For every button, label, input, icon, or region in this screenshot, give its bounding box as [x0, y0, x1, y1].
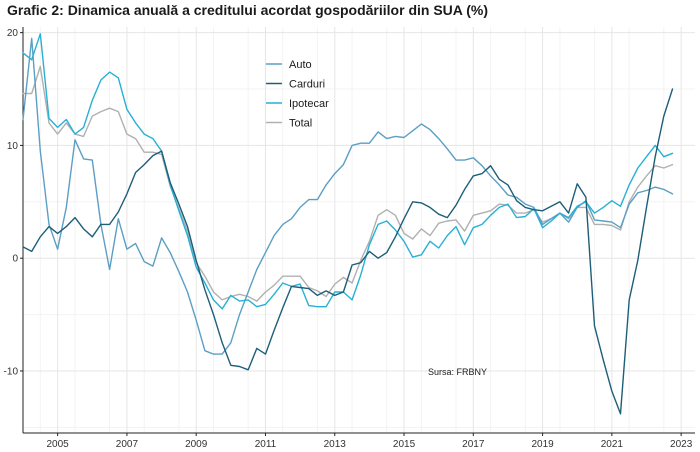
legend-label-carduri: Carduri — [289, 79, 325, 91]
x-tick-label: 2007 — [116, 439, 139, 450]
x-tick-label: 2009 — [185, 439, 208, 450]
series-line-auto — [22, 37, 674, 355]
source-note: Sursa: FRBNY — [428, 367, 487, 377]
series-lines — [22, 33, 674, 415]
x-tick-label: 2015 — [393, 439, 416, 450]
legend-label-auto: Auto — [289, 59, 312, 71]
x-tick-label: 2023 — [670, 439, 693, 450]
y-tick-label: -10 — [4, 366, 19, 377]
x-tick-label: 2011 — [255, 439, 277, 450]
series-line-ipotecar — [22, 33, 674, 310]
axes: 2005 2007 2009 2011 2013 2015 2017 2019 2021 2023… — [4, 27, 695, 450]
y-tick-label: 0 — [12, 254, 18, 265]
x-tick-label: 2019 — [531, 439, 554, 450]
x-tick-label: 2017 — [462, 439, 485, 450]
x-tick-label: 2013 — [324, 439, 347, 450]
series-line-total — [22, 65, 674, 302]
x-tick-label: 2005 — [47, 439, 70, 450]
x-tick-label: 2021 — [601, 439, 624, 450]
grid — [23, 27, 695, 433]
chart-title: Grafic 2: Dinamica anuală a creditului a… — [7, 2, 489, 18]
legend-label-ipotecar: Ipotecar — [289, 98, 329, 110]
legend: Auto Carduri Ipotecar Total — [266, 59, 329, 130]
series-line-carduri — [22, 88, 674, 415]
y-tick-label: 20 — [7, 28, 19, 39]
legend-label-total: Total — [289, 118, 312, 130]
y-tick-label: 10 — [7, 141, 19, 152]
